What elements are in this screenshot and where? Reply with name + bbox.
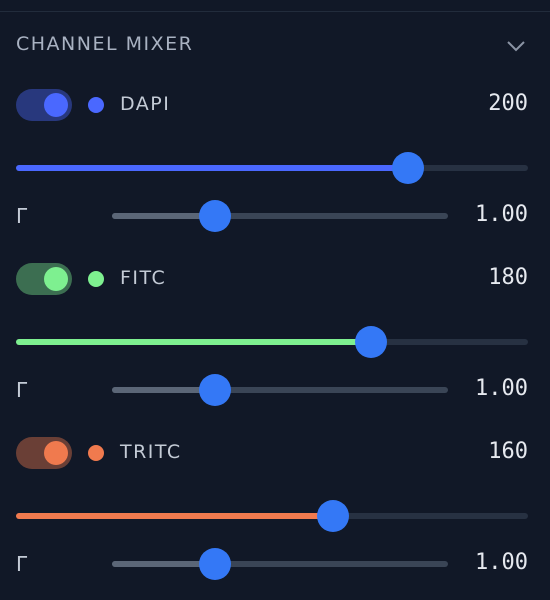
gamma-value: 1.00: [475, 550, 528, 575]
intensity-thumb[interactable]: [354, 326, 387, 358]
intensity-thumb[interactable]: [317, 500, 350, 532]
toggle[interactable]: [16, 437, 72, 469]
gamma-thumb[interactable]: [198, 548, 231, 580]
color-dot: [88, 271, 104, 287]
channel-name: FITC: [120, 267, 167, 289]
toggle-knob[interactable]: [44, 441, 68, 465]
toggle[interactable]: [16, 89, 72, 121]
intensity-value: 200: [488, 91, 528, 116]
channel-name: DAPI: [120, 93, 171, 115]
toggle-knob[interactable]: [44, 267, 68, 291]
gamma-symbol: Γ: [16, 378, 28, 402]
gamma-track: [112, 387, 448, 393]
gamma-fill: [112, 213, 215, 219]
collapse-chevron[interactable]: [505, 38, 527, 54]
gamma-track: [112, 561, 448, 567]
gamma-symbol: Γ: [16, 552, 28, 576]
toggle[interactable]: [16, 263, 72, 295]
toggle-knob[interactable]: [44, 93, 68, 117]
panel-title: CHANNEL MIXER: [16, 33, 194, 55]
gamma-value: 1.00: [475, 202, 528, 227]
gamma-track: [112, 213, 448, 219]
color-dot: [88, 445, 104, 461]
intensity-fill: [16, 513, 334, 519]
intensity-thumb[interactable]: [392, 152, 425, 184]
gamma-value: 1.00: [475, 376, 528, 401]
intensity-value: 160: [488, 439, 528, 464]
intensity-value: 180: [488, 265, 528, 290]
intensity-fill: [16, 339, 371, 345]
gamma-symbol: Γ: [16, 204, 28, 228]
intensity-fill: [16, 165, 409, 171]
gamma-thumb[interactable]: [198, 374, 231, 406]
color-dot: [88, 97, 104, 113]
gamma-fill: [112, 387, 215, 393]
gamma-thumb[interactable]: [198, 200, 231, 232]
divider: [0, 11, 550, 12]
channel-name: TRITC: [120, 441, 182, 463]
gamma-fill: [112, 561, 215, 567]
